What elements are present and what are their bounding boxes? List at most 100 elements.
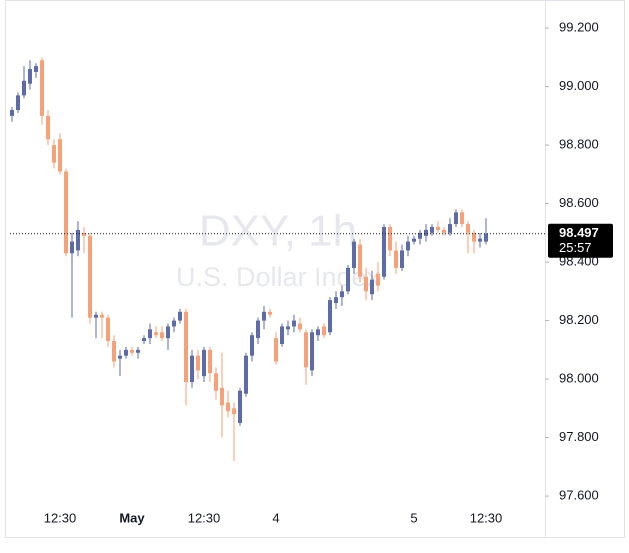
x-tick-label: 12:30 [188, 510, 221, 525]
candle-body [22, 80, 26, 96]
candle-body [46, 115, 50, 140]
candle-body [76, 229, 80, 251]
candle-body [262, 311, 266, 321]
candle-body [34, 66, 38, 72]
candle-body [16, 95, 20, 110]
candle-body [232, 408, 236, 415]
candle-body [406, 241, 410, 251]
candle-body [460, 212, 464, 225]
candle-body [442, 229, 446, 233]
candle-body [94, 314, 98, 318]
candle-body [376, 273, 380, 286]
candle-body [106, 317, 110, 342]
candle-body [142, 338, 146, 342]
candle-body [298, 323, 302, 330]
candle-body [112, 341, 116, 362]
candle-body [340, 291, 344, 298]
candle-body [286, 326, 290, 330]
candle-body [190, 355, 194, 383]
candle-body [334, 297, 338, 304]
candle-body [430, 226, 434, 233]
candle-body [214, 373, 218, 391]
candle-body [274, 338, 278, 362]
candle-body [244, 355, 248, 394]
y-tick-label: 99.000 [559, 78, 599, 93]
y-tick-label: 98.000 [559, 371, 599, 386]
candle-body [418, 232, 422, 239]
candle-body [100, 314, 104, 318]
candle-body [346, 267, 350, 292]
x-tick-label: 4 [272, 510, 279, 525]
y-tick-label: 98.200 [559, 312, 599, 327]
candle-body [226, 402, 230, 412]
candle-body [118, 355, 122, 359]
candle-body [352, 241, 356, 268]
y-tick-label: 97.600 [559, 488, 599, 503]
candle-body [316, 329, 320, 336]
x-tick-label: 5 [410, 510, 417, 525]
candle-body [166, 326, 170, 339]
candle-body [472, 232, 476, 242]
candle-body [10, 110, 14, 116]
candle-body [358, 244, 362, 277]
candle-body [382, 226, 386, 277]
candle-body [160, 332, 164, 339]
x-tick-label: May [119, 510, 145, 525]
candle-body [394, 250, 398, 268]
candle-body [322, 326, 326, 336]
candle-body [196, 355, 200, 371]
candle-body [292, 320, 296, 327]
candle-body [448, 224, 452, 233]
last-price-label: 98.497 [559, 225, 599, 240]
candle-body [124, 349, 128, 356]
candle-body [130, 349, 134, 353]
y-tick-label: 98.600 [559, 195, 599, 210]
candle-body [154, 332, 158, 336]
candle-body [412, 238, 416, 242]
candle-body [64, 171, 68, 254]
countdown-label: 25:57 [559, 240, 592, 255]
y-tick-label: 99.200 [559, 20, 599, 35]
candle-body [250, 335, 254, 356]
candle-body [280, 326, 284, 344]
candle-body [268, 311, 272, 315]
frame [5, 0, 625, 538]
candle-body [436, 226, 440, 230]
y-tick-label: 98.800 [559, 137, 599, 152]
watermark-title: DXY, 1h [199, 207, 357, 256]
candle-body [484, 233, 488, 242]
candle-body [202, 349, 206, 377]
candle-body [40, 60, 44, 116]
candle-body [388, 226, 392, 251]
candle-body [70, 241, 74, 254]
candle-body [220, 387, 224, 406]
candle-body [478, 238, 482, 242]
candle-body [256, 320, 260, 339]
candle-body [310, 332, 314, 371]
candle-body [28, 69, 32, 84]
candle-body [148, 329, 152, 339]
candle-body [328, 300, 332, 333]
candle-body [88, 235, 92, 318]
last-price-box [548, 223, 613, 258]
candle-body [454, 212, 458, 225]
candle-body [178, 311, 182, 321]
candle-body [184, 311, 188, 383]
candle-body [82, 232, 86, 236]
candle-body [208, 349, 212, 374]
candle-body [424, 229, 428, 236]
x-tick-label: 12:30 [470, 510, 503, 525]
candle-body [238, 390, 242, 423]
candle-body [136, 349, 140, 353]
candle-body [364, 276, 368, 292]
candle-body [52, 145, 56, 163]
candle-body [370, 279, 374, 295]
x-tick-label: 12:30 [44, 510, 77, 525]
candle-body [58, 139, 62, 172]
candle-body [466, 224, 470, 233]
candle-body [172, 320, 176, 327]
y-tick-label: 97.800 [559, 429, 599, 444]
candle-body [400, 250, 404, 268]
